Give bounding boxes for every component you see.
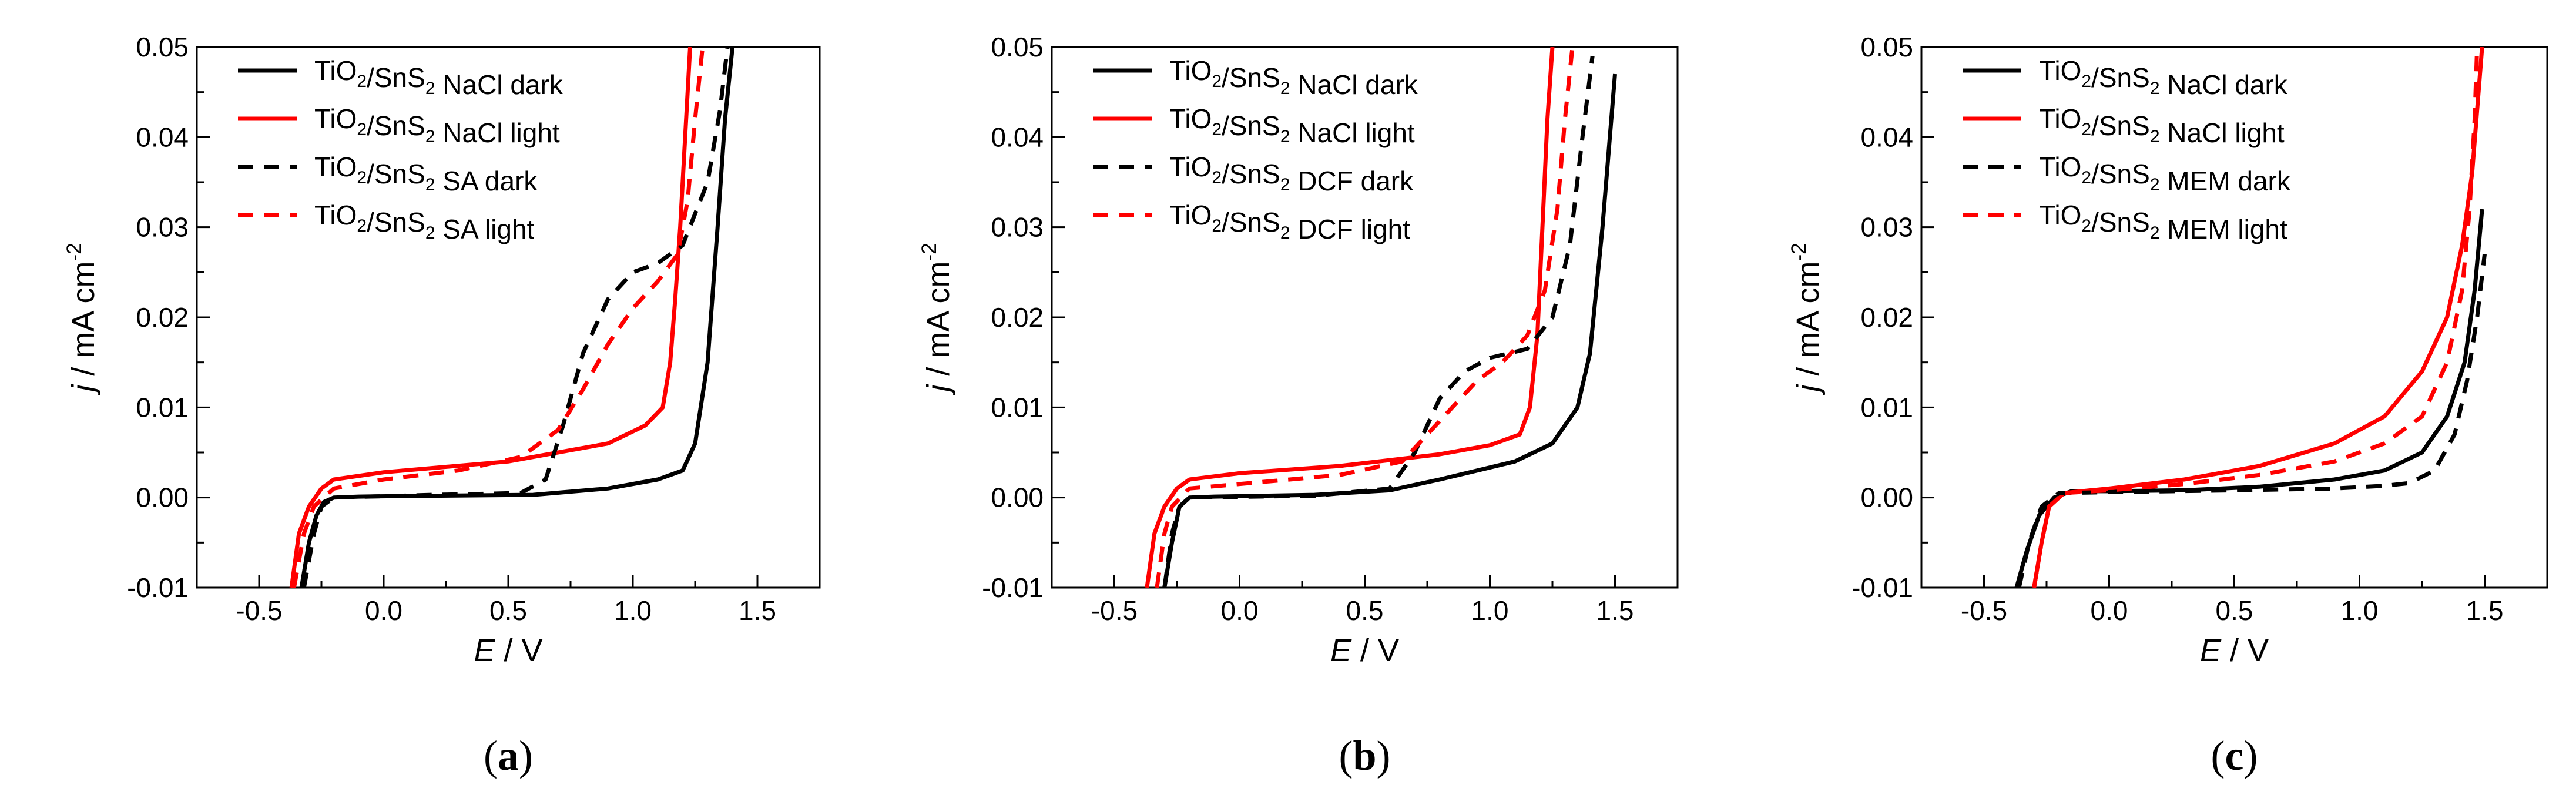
- y-tick-label: 0.05: [1860, 32, 1913, 62]
- x-tick-label: 0.5: [2216, 595, 2253, 626]
- legend-label-4: TiO2/SnS2 MEM light: [2039, 200, 2287, 244]
- panel-label: (a): [484, 732, 533, 779]
- series-line-3: [2017, 254, 2487, 588]
- series-line-1: [2014, 209, 2484, 588]
- y-tick-label: 0.00: [991, 482, 1044, 513]
- panel-label: (b): [1339, 732, 1390, 779]
- legend-label-1: TiO2/SnS2 NaCl dark: [1169, 55, 1418, 100]
- legend-label-1: TiO2/SnS2 NaCl dark: [2039, 55, 2288, 100]
- y-tick-label: 0.00: [1860, 482, 1913, 513]
- legend-label-2: TiO2/SnS2 NaCl light: [314, 103, 560, 148]
- x-tick-label: 1.5: [739, 595, 776, 626]
- x-tick-label: -0.5: [1961, 595, 2007, 626]
- chart-panel-3: -0.5 0.0 0.5 1.0 1.5 -0.01 0.00 0.01 0.02 0.03 0.0…: [1787, 32, 2548, 779]
- curves: [2014, 47, 2487, 588]
- y-tick-label: 0.01: [1860, 392, 1913, 422]
- x-axis-title: E / V: [1330, 633, 1399, 668]
- plot-frame: [1051, 46, 1679, 589]
- x-tick-label: 0.0: [2091, 595, 2128, 626]
- y-tick-label: 0.03: [136, 212, 189, 243]
- y-tick-label: -0.01: [982, 572, 1044, 603]
- x-tick-label: 1.5: [2466, 595, 2504, 626]
- x-tick-label: 0.0: [1221, 595, 1259, 626]
- series-line-2: [1145, 47, 1555, 588]
- legend-label-1: TiO2/SnS2 NaCl dark: [314, 55, 564, 100]
- y-tick-label: 0.03: [991, 212, 1044, 243]
- x-tick-label: 1.0: [2341, 595, 2379, 626]
- series-line-4: [2032, 47, 2480, 588]
- y-tick-label: 0.02: [991, 302, 1044, 333]
- y-axis-title: j / mA cm-2: [1787, 243, 1826, 395]
- y-tick-label: 0.05: [136, 32, 189, 62]
- y-tick-label: 0.04: [136, 122, 189, 152]
- y-tick-label: -0.01: [1852, 572, 1913, 603]
- y-tick-label: 0.04: [991, 122, 1044, 152]
- x-axis-title: E / V: [474, 633, 542, 668]
- plot-frame: [196, 46, 821, 589]
- x-tick-label: 0.5: [489, 595, 527, 626]
- series-line-4: [291, 47, 705, 588]
- legend-label-2: TiO2/SnS2 NaCl light: [2039, 103, 2285, 148]
- chart-panel-1: -0.5 0.0 0.5 1.0 1.5 -0.01 0.00 0.01 0.02 0.03 0.0…: [63, 32, 821, 779]
- y-tick-label: 0.04: [1860, 122, 1913, 152]
- y-tick-label: 0.02: [136, 302, 189, 333]
- series-line-3: [1162, 55, 1595, 588]
- panel-label: (c): [2211, 732, 2258, 779]
- y-tick-label: 0.00: [136, 482, 189, 513]
- y-tick-label: 0.03: [1860, 212, 1913, 243]
- y-tick-label: 0.01: [136, 392, 189, 422]
- series-line-2: [289, 47, 692, 588]
- legend-label-2: TiO2/SnS2 NaCl light: [1169, 103, 1415, 148]
- plot-frame: [1920, 46, 2548, 589]
- y-axis-title: j / mA cm-2: [918, 243, 956, 395]
- y-axis-title: j / mA cm-2: [63, 243, 101, 395]
- y-tick-label: -0.01: [127, 572, 189, 603]
- legend-label-4: TiO2/SnS2 DCF light: [1169, 200, 1410, 244]
- legend-label-3: TiO2/SnS2 MEM dark: [2039, 152, 2291, 196]
- y-tick-label: 0.05: [991, 32, 1044, 62]
- x-tick-label: -0.5: [236, 595, 282, 626]
- x-tick-label: 0.0: [365, 595, 402, 626]
- legend-label-3: TiO2/SnS2 DCF dark: [1169, 152, 1414, 196]
- x-tick-label: 1.5: [1596, 595, 1634, 626]
- curves: [289, 47, 735, 588]
- x-tick-label: 1.0: [614, 595, 652, 626]
- chart-panel-2: -0.5 0.0 0.5 1.0 1.5 -0.01 0.00 0.01 0.02 0.03 0.0…: [918, 32, 1679, 779]
- y-tick-label: 0.01: [991, 392, 1044, 422]
- x-tick-label: -0.5: [1091, 595, 1138, 626]
- series-line-3: [301, 47, 730, 588]
- x-tick-label: 0.5: [1346, 595, 1384, 626]
- y-tick-label: 0.02: [1860, 302, 1913, 333]
- curves: [1145, 47, 1617, 588]
- legend-label-4: TiO2/SnS2 SA light: [314, 200, 535, 244]
- x-axis-title: E / V: [2200, 633, 2269, 668]
- x-tick-label: 1.0: [1471, 595, 1509, 626]
- legend-label-3: TiO2/SnS2 SA dark: [314, 152, 538, 196]
